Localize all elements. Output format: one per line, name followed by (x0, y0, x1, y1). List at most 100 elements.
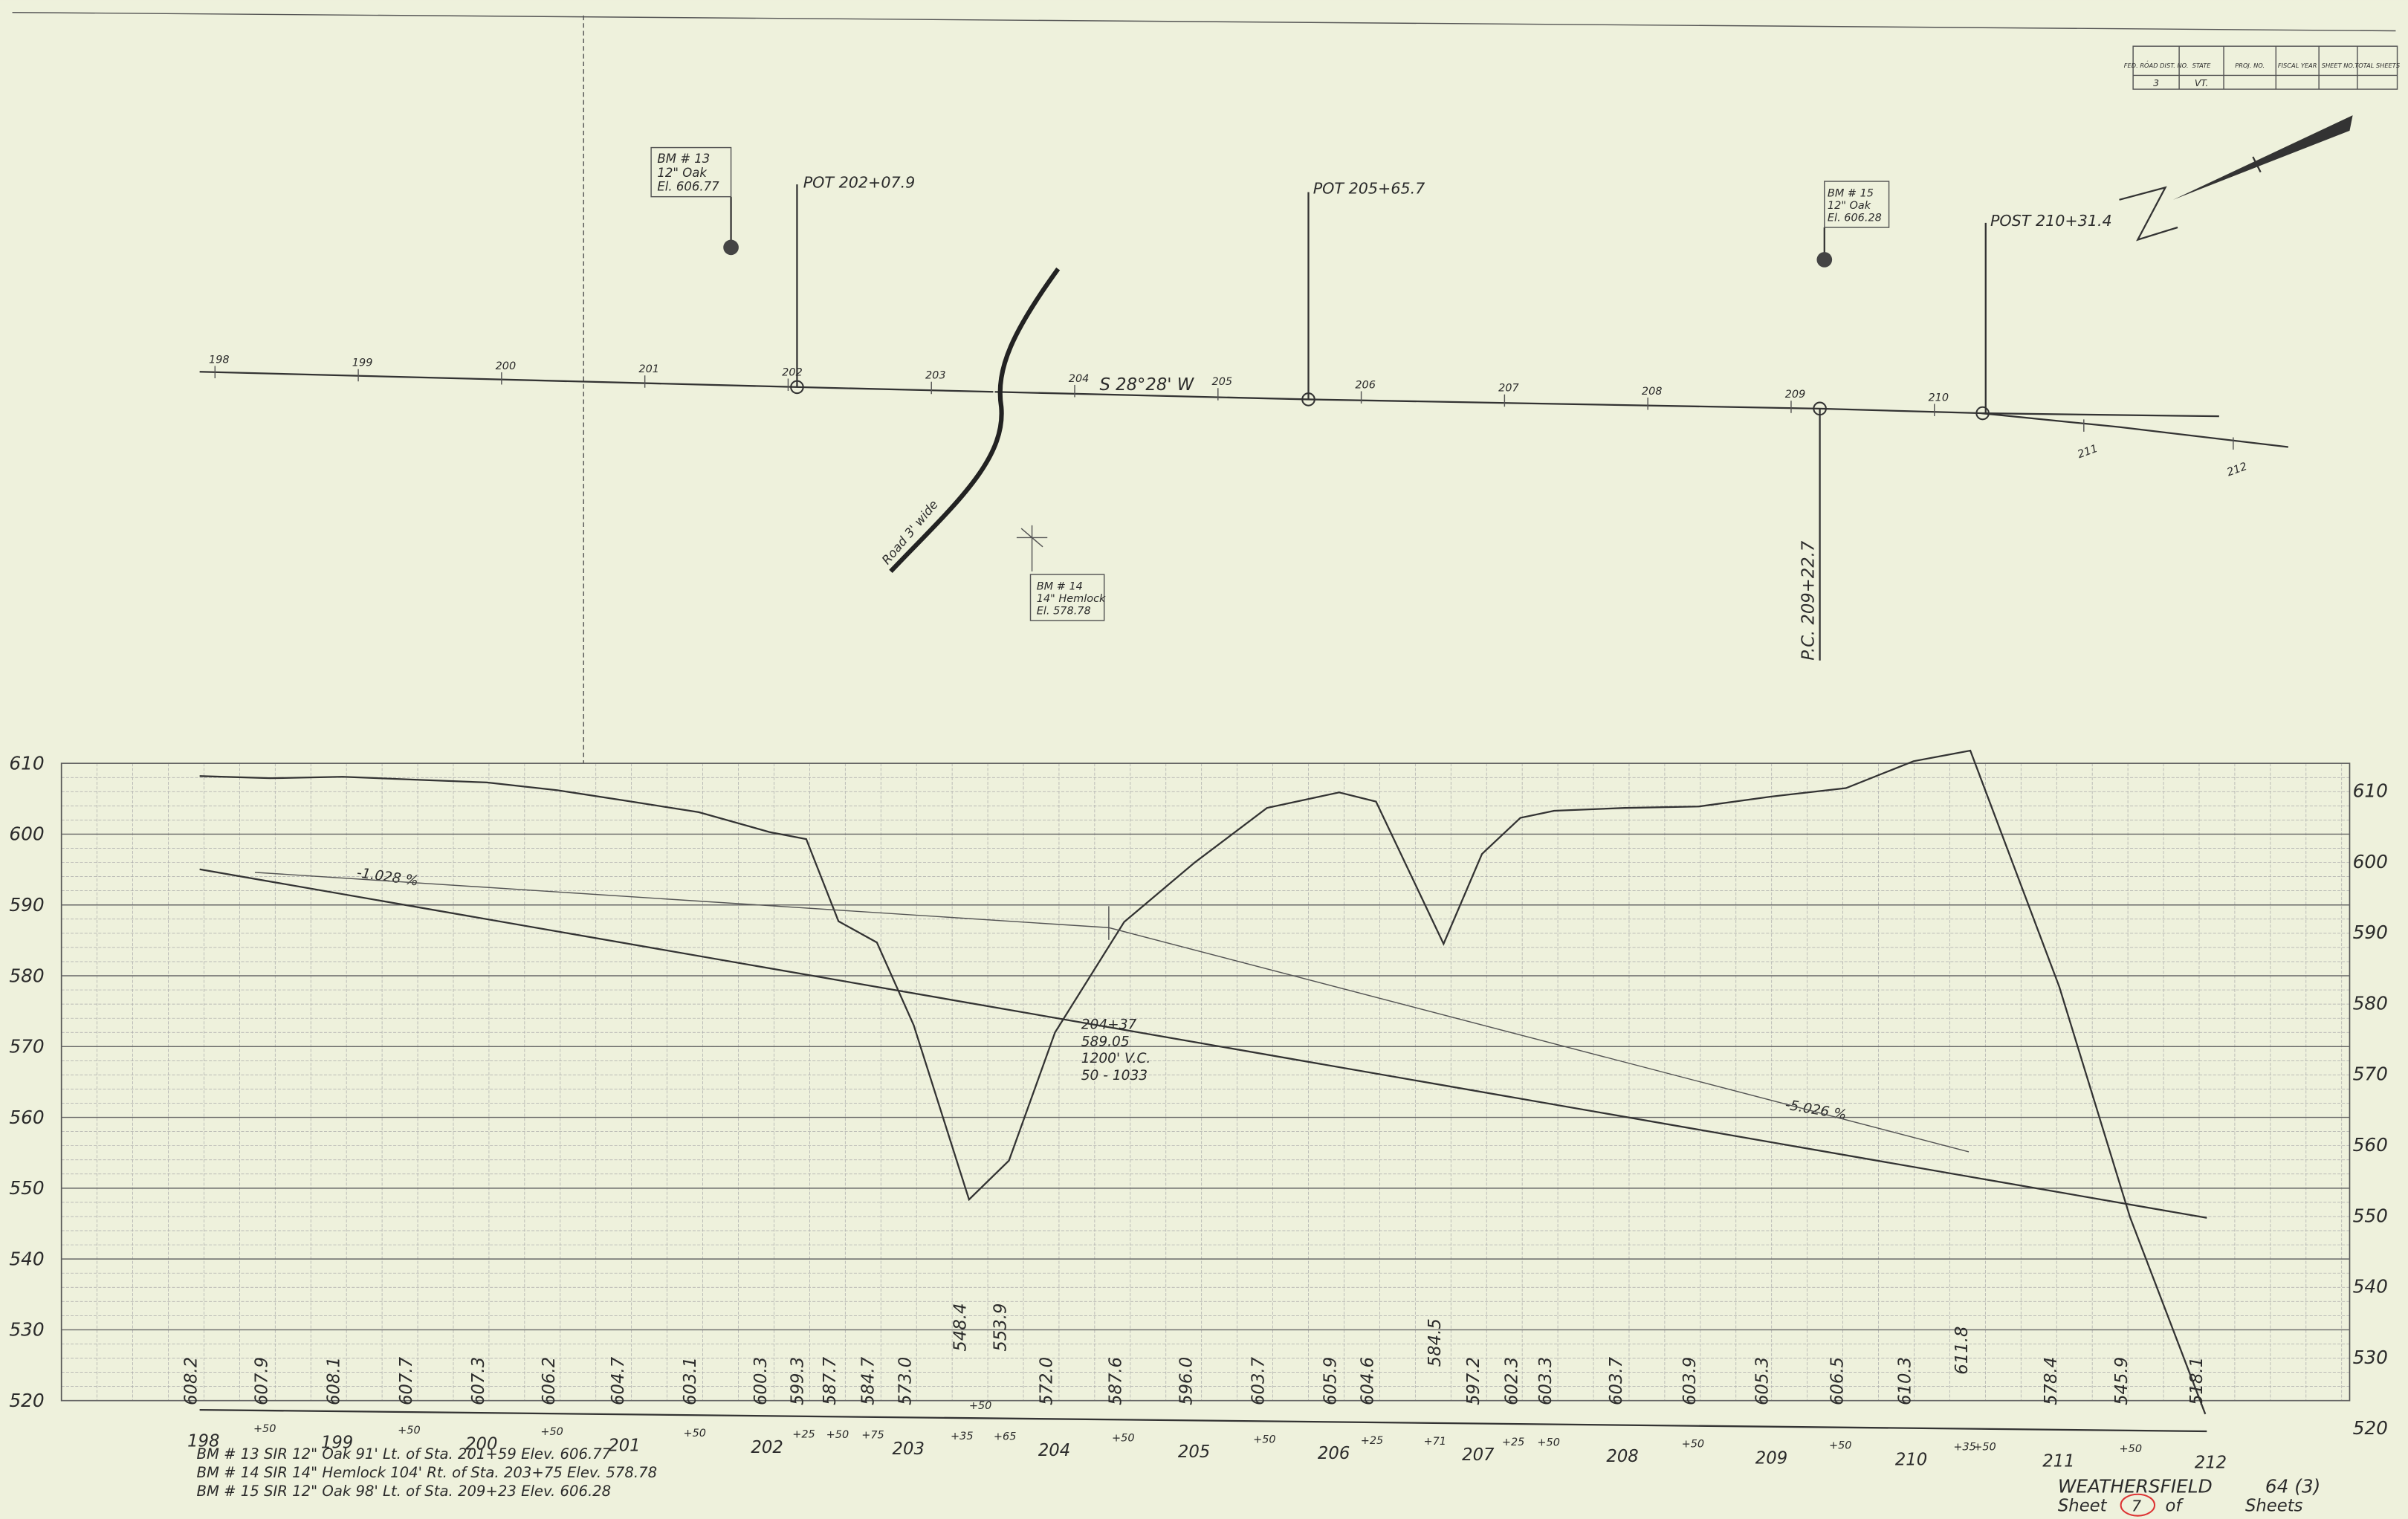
profile-station: +50 (826, 1429, 849, 1441)
north-letter-shape (2119, 186, 2178, 242)
elev-label-right: 520 (2353, 1417, 2388, 1439)
ground-elev: 607.9 (253, 1357, 272, 1405)
plan-station: 203 (925, 370, 946, 382)
plan-station: 204 (1069, 373, 1090, 385)
callout-box (1824, 181, 1890, 228)
callout-text: El. 578.78 (1037, 606, 1091, 618)
elev-label-left: 590 (9, 894, 44, 916)
profile-station: 200 (465, 1435, 497, 1454)
town: WEATHERSFIELD (2058, 1476, 2213, 1497)
ground-elev: 603.1 (681, 1357, 700, 1405)
bm-marker (1816, 252, 1833, 268)
ground-elev: 605.3 (1752, 1357, 1772, 1405)
note: BM # 15 SIR 12" Oak 98' Lt. of Sta. 209+… (196, 1483, 611, 1500)
pc-label: P.C. 209+22.7 (1799, 540, 1818, 661)
ground-elev: 603.7 (1249, 1356, 1269, 1405)
grade-line (199, 868, 2207, 1219)
elev-label-left: 600 (9, 823, 44, 845)
callout-text: BM # 13 (657, 152, 710, 166)
profile-station: +50 (2120, 1443, 2143, 1455)
ground-elev: 548.4 (951, 1303, 971, 1352)
elev-label-right: 570 (2353, 1063, 2388, 1085)
profile-station: 212 (2195, 1454, 2227, 1473)
tb-value: VT. (2195, 77, 2209, 88)
ground-elev: 599.3 (789, 1357, 808, 1405)
tb-header: TOTAL SHEETS (2354, 62, 2400, 69)
ground-elev: 604.7 (609, 1356, 628, 1405)
pot-marker (1301, 392, 1315, 407)
ground-elev: 518.1 (2187, 1357, 2207, 1405)
ground-elev: 607.7 (397, 1356, 416, 1405)
ground-elev: 553.9 (991, 1303, 1010, 1352)
plan-station: 209 (1785, 389, 1806, 401)
profile-station: 203 (893, 1439, 925, 1459)
ground-elev: 587.7 (821, 1356, 840, 1405)
profile-station: +50 (1682, 1438, 1705, 1450)
plan-station: 210 (1928, 392, 1949, 404)
plan-station: 205 (1212, 376, 1233, 388)
callout-text: 14" Hemlock (1037, 593, 1106, 605)
ground-elev: 572.0 (1037, 1357, 1056, 1405)
profile-station: 205 (1178, 1442, 1210, 1462)
profile-station: +50 (684, 1428, 707, 1439)
profile-station: +25 (1502, 1437, 1525, 1448)
elev-label-right: 540 (2353, 1276, 2388, 1298)
title-block (2132, 45, 2398, 90)
ground-elev: 573.0 (896, 1357, 915, 1405)
profile-station: +25 (792, 1429, 815, 1441)
profile-station: +75 (861, 1430, 884, 1442)
sheet-no-circle (2120, 1493, 2156, 1517)
profile-station: 201 (608, 1437, 640, 1456)
profile-station: 198 (187, 1432, 219, 1451)
elev-label-left: 520 (9, 1390, 44, 1411)
callout-box (1029, 574, 1105, 621)
profile-station: +50 (1537, 1437, 1560, 1448)
ground-elev: 610.3 (1896, 1357, 1915, 1405)
ground-elev: 602.3 (1503, 1357, 1522, 1405)
profile-grid (60, 762, 2351, 1402)
tree-symbol (1016, 525, 1048, 571)
profile-station: +65 (994, 1431, 1017, 1443)
bm-marker (723, 239, 739, 256)
tb-header: PROJ. NO. (2235, 62, 2265, 69)
plan-station: 198 (209, 354, 230, 366)
callout-text: El. 606.77 (657, 179, 719, 193)
profile-station: 206 (1318, 1444, 1350, 1463)
callout-text: POT 205+65.7 (1313, 180, 1425, 198)
profile-station: 199 (321, 1434, 353, 1453)
plan-station: 202 (782, 366, 803, 378)
pot-marker (790, 380, 804, 395)
ground-elev: 545.9 (2112, 1357, 2132, 1405)
profile-station: +50 (1253, 1434, 1276, 1445)
north-label: N (2147, 61, 2149, 62)
ground-elev: 607.3 (469, 1357, 488, 1405)
tb-header: SHEET NO. (2322, 62, 2354, 69)
ground-elev: 600.3 (751, 1357, 771, 1405)
ground-elev: 604.6 (1358, 1357, 1377, 1405)
sheet-of: of (2166, 1496, 2184, 1515)
plan-station: 207 (1498, 383, 1519, 395)
elev-label-right: 550 (2353, 1205, 2388, 1226)
profile-station: +50 (253, 1423, 276, 1435)
callout-text: 12" Oak (1828, 200, 1871, 212)
sheet-no: 7 (2132, 1497, 2141, 1515)
elev-label-right: 560 (2353, 1134, 2388, 1156)
ground-elev: 584.7 (859, 1356, 878, 1405)
callout-text: 12" Oak (657, 166, 708, 180)
elev-label-right: 530 (2353, 1347, 2388, 1368)
elev-label-right: 590 (2353, 922, 2388, 943)
profile-station: 204 (1038, 1441, 1070, 1460)
profile-station: +50 (969, 1400, 992, 1412)
sheet-number: 64 (3) (2265, 1476, 2321, 1497)
profile-station: +25 (1361, 1435, 1384, 1447)
station-base (199, 1408, 2207, 1433)
centerline (199, 371, 2219, 418)
profile-station: 208 (1606, 1447, 1638, 1466)
profile-station: +71 (1423, 1436, 1446, 1448)
profile-station: 202 (751, 1438, 783, 1457)
north-arrow (2172, 115, 2353, 200)
callout-text: POT 202+07.9 (803, 173, 916, 191)
elev-label-left: 580 (9, 965, 44, 986)
